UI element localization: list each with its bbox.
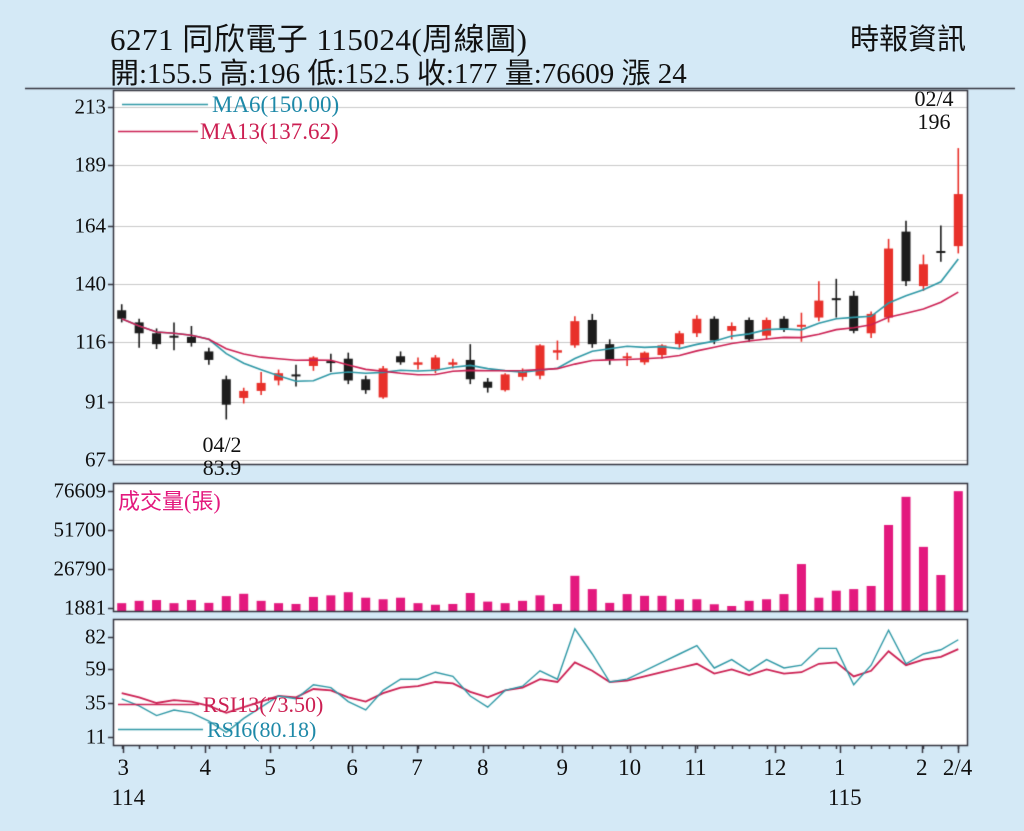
x-month-label: 6 [346,755,358,780]
main-y-tick-label: 116 [75,329,106,354]
volume-y-tick-label: 26790 [53,556,107,581]
x-year-label: 115 [827,785,862,810]
x-month-label: 8 [477,755,489,780]
x-month-label: 2 [915,755,928,780]
rsi-y-tick-label: 35 [85,690,106,715]
rsi-y-tick-label: 59 [85,656,106,681]
x-month-label: 1 [834,755,846,780]
main-y-tick-label: 213 [74,94,107,119]
volume-y-tick-label: 1881 [64,595,106,620]
high-annotation-price: 196 [917,109,951,134]
main-y-tick-label: 67 [85,447,106,472]
x-month-label: 2/4 [942,755,973,780]
rsi6-legend-label: RSI6(80.18) [207,717,317,742]
low-annotation: 04/2 83.9 [182,433,262,479]
main-y-tick-label: 140 [74,271,107,296]
volume-y-tick-label: 76609 [53,478,107,503]
rsi13-legend-label: RSI13(73.50) [203,692,324,717]
x-month-label: 11 [684,755,707,780]
x-year-label: 114 [111,785,146,810]
main-y-tick-label: 189 [74,152,107,177]
volume-y-tick-label: 51700 [53,517,107,542]
ohlc-stats-line: 開:155.5 高:196 低:152.5 收:177 量:76609 漲 24 [110,58,687,90]
x-month-label: 5 [264,755,276,780]
page-title: 6271 同欣電子 115024(周線圖) [110,22,528,57]
ma13-legend-label: MA13(137.62) [200,119,339,144]
volume-panel-label: 成交量(張) [118,489,221,514]
low-annotation-price: 83.9 [202,455,242,480]
high-annotation: 02/4 196 [902,87,966,133]
main-y-tick-label: 91 [85,389,106,414]
x-month-label: 3 [117,755,129,780]
x-month-label: 9 [556,755,568,780]
x-month-label: 10 [618,755,642,780]
high-annotation-date: 02/4 [914,86,954,111]
rsi-y-tick-label: 82 [85,624,106,649]
low-annotation-date: 04/2 [202,432,242,457]
ma6-legend-label: MA6(150.00) [212,92,340,117]
main-y-tick-label: 164 [74,213,107,238]
rsi-y-tick-label: 11 [85,724,106,749]
x-month-label: 4 [199,755,211,780]
news-source-label: 時報資訊 [849,24,966,56]
x-month-label: 12 [763,755,787,780]
x-month-label: 7 [411,755,423,780]
